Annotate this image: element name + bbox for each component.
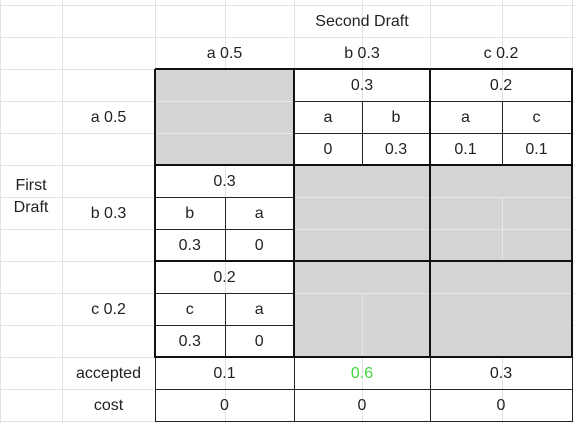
cell: a xyxy=(254,300,264,318)
grid-line xyxy=(61,0,63,423)
cell: 0.3 xyxy=(178,332,201,350)
cell: 0.3 xyxy=(489,364,513,382)
grid-line xyxy=(294,196,431,198)
cell: 0 xyxy=(254,332,264,350)
grid-line xyxy=(361,101,363,166)
grid-line xyxy=(155,260,573,262)
grid-line xyxy=(294,132,573,134)
grid-line xyxy=(361,293,363,358)
grid-line xyxy=(155,68,573,70)
cell: b 0.3 xyxy=(344,44,380,62)
cell: 0.3 xyxy=(178,236,201,254)
grid-line xyxy=(430,228,573,230)
cell: b 0.3 xyxy=(90,204,127,222)
grid-line xyxy=(155,420,573,422)
cell: a xyxy=(461,108,470,126)
cell: 0.2 xyxy=(489,76,513,94)
cell: b xyxy=(185,204,195,222)
grid-line xyxy=(224,197,226,262)
grid-line xyxy=(571,357,573,422)
cell: 0 xyxy=(357,396,367,414)
cell: a 0.5 xyxy=(206,44,243,62)
cell: 0.2 xyxy=(213,268,236,286)
grid-line xyxy=(293,69,295,358)
grid-line xyxy=(224,293,226,358)
cell: c 0.2 xyxy=(91,300,126,318)
cell: 0 xyxy=(220,396,229,414)
grid-line xyxy=(429,357,431,422)
grid-line xyxy=(155,100,295,102)
grid-line xyxy=(501,197,503,262)
grid-line xyxy=(155,132,295,134)
cell: 0 xyxy=(496,396,506,414)
cell: 0.3 xyxy=(213,172,236,190)
grid-line xyxy=(155,388,573,390)
cell: 0 xyxy=(323,140,333,158)
cell: c xyxy=(532,108,541,126)
cell: a 0.5 xyxy=(90,108,127,126)
cell: a xyxy=(254,204,264,222)
cell: 0.1 xyxy=(525,140,548,158)
grid-line xyxy=(294,228,431,230)
grid-line xyxy=(294,100,573,102)
grid-line xyxy=(0,0,1,423)
cell: Second Draft xyxy=(315,12,409,30)
grid-line xyxy=(155,164,573,166)
cell: c xyxy=(185,300,194,318)
grid-line xyxy=(155,356,573,358)
cell: 0.3 xyxy=(384,140,408,158)
grid-line xyxy=(571,69,573,358)
cell: 0.1 xyxy=(454,140,477,158)
shaded-cell xyxy=(155,69,294,165)
cell: b xyxy=(391,108,401,126)
cell: a xyxy=(323,108,333,126)
grid-line xyxy=(430,292,573,294)
cell: First Draft xyxy=(13,177,49,216)
cell: cost xyxy=(93,396,124,414)
grid-line xyxy=(501,101,503,166)
grid-line xyxy=(0,36,575,38)
grid-line xyxy=(154,357,156,422)
cell: 0.3 xyxy=(350,76,374,94)
grid-line xyxy=(0,4,575,6)
grid-line xyxy=(293,357,295,422)
grid-line xyxy=(429,69,431,358)
grid-line xyxy=(154,69,156,358)
cell: accepted xyxy=(76,364,141,382)
cell: 0 xyxy=(254,236,264,254)
cell: 0.6 xyxy=(350,364,374,382)
cell: 0.1 xyxy=(213,364,236,382)
cell: c 0.2 xyxy=(483,44,519,62)
grid-line xyxy=(430,196,573,198)
